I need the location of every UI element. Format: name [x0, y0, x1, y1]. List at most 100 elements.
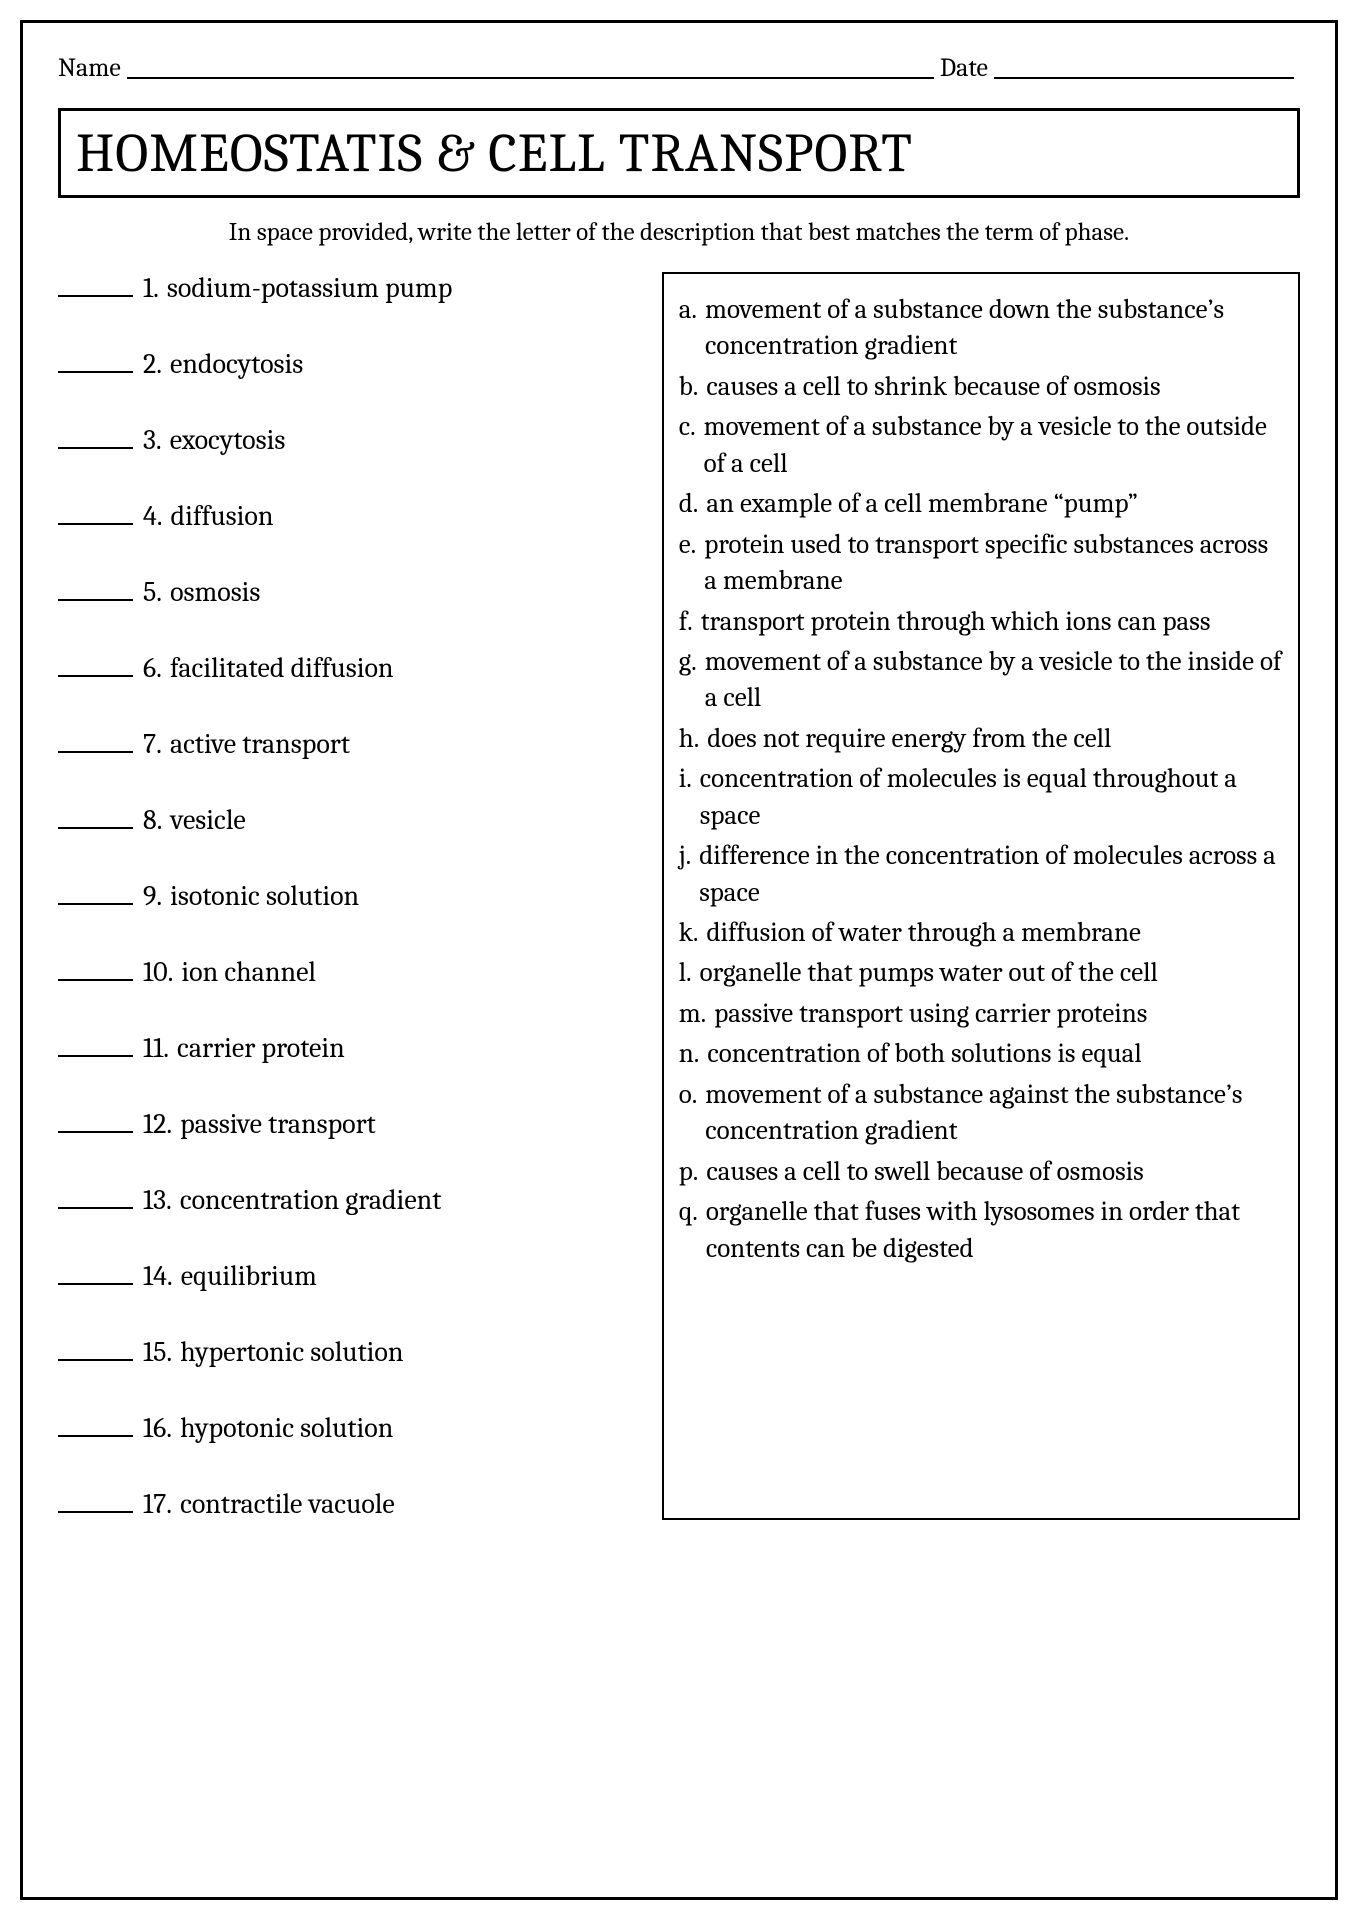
term-text: diffusion [171, 500, 274, 532]
term-item: 9.isotonic solution [58, 880, 642, 912]
answer-blank[interactable] [58, 1055, 133, 1057]
term-item: 7.active transport [58, 728, 642, 760]
term-text: equilibrium [181, 1260, 317, 1292]
description-letter: e. [679, 527, 696, 600]
answer-blank[interactable] [58, 1283, 133, 1285]
term-text: sodium-potassium pump [167, 272, 452, 304]
description-item: n.concentration of both solutions is equ… [679, 1036, 1283, 1072]
term-text: osmosis [170, 576, 260, 608]
name-label: Name [58, 53, 121, 83]
description-item: c.movement of a substance by a vesicle t… [679, 409, 1283, 482]
term-number: 17. [143, 1488, 172, 1520]
term-item: 14. equilibrium [58, 1260, 642, 1292]
answer-blank[interactable] [58, 751, 133, 753]
term-number: 14. [143, 1260, 173, 1292]
date-label: Date [940, 53, 988, 83]
term-item: 10.ion channel [58, 956, 642, 988]
description-text: transport protein through which ions can… [701, 604, 1283, 640]
term-number: 7. [143, 728, 162, 760]
description-item: i.concentration of molecules is equal th… [679, 761, 1283, 834]
answer-blank[interactable] [58, 371, 133, 373]
description-item: k.diffusion of water through a membrane [679, 915, 1283, 951]
term-item: 15. hypertonic solution [58, 1336, 642, 1368]
term-item: 8.vesicle [58, 804, 642, 836]
term-text: active transport [170, 728, 350, 760]
term-text: contractile vacuole [180, 1488, 395, 1520]
description-text: concentration of molecules is equal thro… [700, 761, 1283, 834]
description-text: movement of a substance against the subs… [705, 1077, 1283, 1150]
term-item: 6.facilitated diffusion [58, 652, 642, 684]
term-text: exocytosis [170, 424, 286, 456]
answer-blank[interactable] [58, 827, 133, 829]
term-text: carrier protein [177, 1032, 345, 1064]
description-text: movement of a substance by a vesicle to … [705, 644, 1283, 717]
description-text: protein used to transport specific subst… [704, 527, 1283, 600]
description-letter: i. [679, 761, 692, 834]
term-number: 6. [143, 652, 162, 684]
description-text: organelle that pumps water out of the ce… [700, 955, 1283, 991]
term-text: concentration gradient [180, 1184, 442, 1216]
description-text: does not require energy from the cell [707, 721, 1283, 757]
description-item: g.movement of a substance by a vesicle t… [679, 644, 1283, 717]
description-text: diffusion of water through a membrane [706, 915, 1283, 951]
term-number: 5. [143, 576, 162, 608]
answer-blank[interactable] [58, 903, 133, 905]
answer-blank[interactable] [58, 1511, 133, 1513]
term-number: 13. [143, 1184, 172, 1216]
answer-blank[interactable] [58, 1359, 133, 1361]
description-text: organelle that fuses with lysosomes in o… [706, 1194, 1283, 1267]
description-item: o.movement of a substance against the su… [679, 1077, 1283, 1150]
term-number: 12. [143, 1108, 172, 1140]
date-blank[interactable] [994, 53, 1294, 79]
description-text: concentration of both solutions is equal [707, 1036, 1283, 1072]
term-item: 16. hypotonic solution [58, 1412, 642, 1444]
description-letter: g. [679, 644, 697, 717]
term-number: 16. [143, 1412, 172, 1444]
term-item: 11. carrier protein [58, 1032, 642, 1064]
description-item: e.protein used to transport specific sub… [679, 527, 1283, 600]
term-text: facilitated diffusion [170, 652, 394, 684]
term-text: hypotonic solution [180, 1412, 393, 1444]
answer-blank[interactable] [58, 599, 133, 601]
description-item: f.transport protein through which ions c… [679, 604, 1283, 640]
description-letter: o. [679, 1077, 698, 1150]
worksheet-title: HOMEOSTATIS & CELL TRANSPORT [76, 121, 1282, 185]
answer-blank[interactable] [58, 295, 133, 297]
description-letter: n. [679, 1036, 700, 1072]
term-item: 2.endocytosis [58, 348, 642, 380]
answer-blank[interactable] [58, 447, 133, 449]
description-item: a.movement of a substance down the subst… [679, 292, 1283, 365]
description-item: b.causes a cell to shrink because of osm… [679, 369, 1283, 405]
worksheet-page: Name Date HOMEOSTATIS & CELL TRANSPORT I… [20, 20, 1338, 1900]
description-letter: f. [679, 604, 693, 640]
term-number: 4. [143, 500, 163, 532]
term-item: 4.diffusion [58, 500, 642, 532]
term-number: 11. [143, 1032, 169, 1064]
term-text: hypertonic solution [180, 1336, 403, 1368]
answer-blank[interactable] [58, 675, 133, 677]
term-number: 15. [143, 1336, 172, 1368]
description-text: causes a cell to swell because of osmosi… [706, 1154, 1283, 1190]
answer-blank[interactable] [58, 523, 133, 525]
description-letter: l. [679, 955, 692, 991]
description-text: passive transport using carrier proteins [714, 996, 1283, 1032]
description-item: d.an example of a cell membrane “pump” [679, 486, 1283, 522]
answer-blank[interactable] [58, 1207, 133, 1209]
answer-blank[interactable] [58, 1435, 133, 1437]
term-item: 1.sodium-potassium pump [58, 272, 642, 304]
description-item: p.causes a cell to swell because of osmo… [679, 1154, 1283, 1190]
description-letter: j. [679, 838, 691, 911]
name-blank[interactable] [127, 53, 934, 79]
term-number: 8. [143, 804, 162, 836]
description-letter: h. [679, 721, 700, 757]
description-text: movement of a substance by a vesicle to … [704, 409, 1283, 482]
description-text: movement of a substance down the substan… [705, 292, 1283, 365]
answer-blank[interactable] [58, 1131, 133, 1133]
description-letter: d. [679, 486, 699, 522]
description-letter: b. [679, 369, 699, 405]
description-letter: m. [679, 996, 707, 1032]
description-text: difference in the concentration of molec… [699, 838, 1283, 911]
answer-blank[interactable] [58, 979, 133, 981]
title-box: HOMEOSTATIS & CELL TRANSPORT [58, 108, 1300, 198]
content-columns: 1.sodium-potassium pump2.endocytosis3.ex… [58, 272, 1300, 1520]
